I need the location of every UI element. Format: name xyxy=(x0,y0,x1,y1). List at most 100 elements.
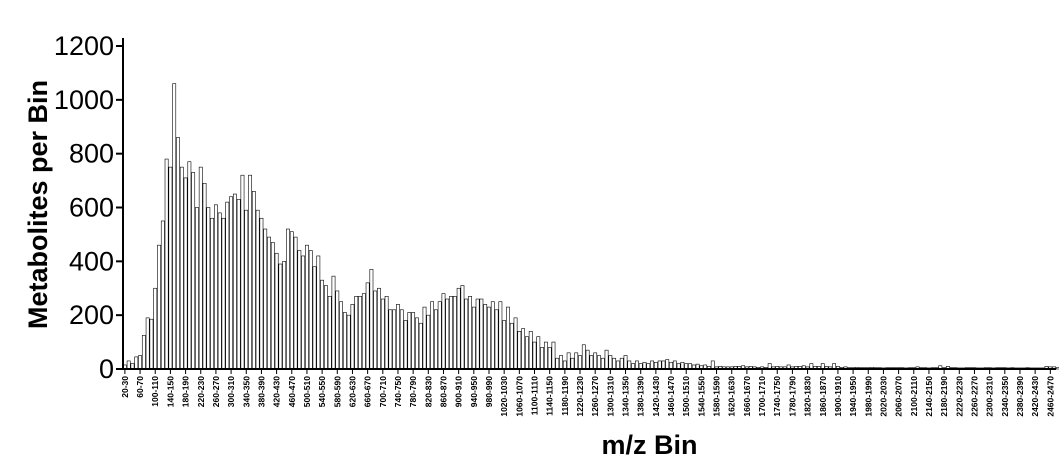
bar xyxy=(274,252,279,370)
bar xyxy=(517,331,522,370)
x-tick-label: 1700-1710 xyxy=(757,376,767,417)
x-tick-label: 2460-2470 xyxy=(1045,376,1055,417)
bar xyxy=(665,359,670,370)
bar xyxy=(650,360,654,370)
x-tick-label: 900-910 xyxy=(454,376,464,407)
bar xyxy=(316,255,321,370)
bar xyxy=(437,301,442,370)
x-axis-title: m/z Bin xyxy=(601,430,697,460)
bar xyxy=(415,317,419,370)
bar xyxy=(680,361,685,370)
bar xyxy=(214,204,218,370)
bar xyxy=(187,161,192,370)
bar xyxy=(335,290,340,370)
bar xyxy=(600,357,605,370)
x-tick-label: 860-870 xyxy=(438,376,448,407)
bar xyxy=(710,360,715,370)
bar xyxy=(229,196,233,370)
bar xyxy=(475,298,480,370)
x-tick-label: 1980-1990 xyxy=(863,376,873,417)
x-tick-label: 2140-2150 xyxy=(924,376,934,417)
x-tick-label: 1220-1230 xyxy=(575,376,585,417)
x-tick-label: 780-790 xyxy=(408,376,418,407)
bar xyxy=(236,199,241,370)
x-tick-label: 1340-1350 xyxy=(621,376,631,417)
bar xyxy=(619,357,624,370)
bar xyxy=(164,158,169,370)
x-tick-label: 2260-2270 xyxy=(969,376,979,417)
x-tick-label: 2100-2110 xyxy=(909,376,919,416)
x-tick-label: 1300-1310 xyxy=(605,376,615,417)
bar xyxy=(661,360,666,370)
x-tick-label: 220-230 xyxy=(196,376,206,407)
x-tick-label: 20-30 xyxy=(120,376,130,398)
bar xyxy=(578,355,582,370)
bar xyxy=(373,290,378,370)
bar xyxy=(464,298,469,370)
bar xyxy=(138,355,142,370)
bar xyxy=(449,296,453,370)
x-tick-label: 1620-1630 xyxy=(727,376,737,417)
x-tick-label: 1060-1070 xyxy=(514,376,524,417)
bar xyxy=(608,355,613,370)
bar xyxy=(232,193,237,370)
bar xyxy=(597,355,601,370)
bar xyxy=(441,293,446,370)
x-tick-label: 2220-2230 xyxy=(954,376,964,417)
bar xyxy=(248,174,252,370)
bar xyxy=(616,360,620,370)
bar xyxy=(490,301,495,370)
bar xyxy=(642,361,647,370)
bar xyxy=(532,341,537,370)
bar xyxy=(312,266,317,370)
x-tick-label: 100-110 xyxy=(150,376,160,407)
bar xyxy=(540,347,544,370)
bar xyxy=(521,328,526,370)
bar xyxy=(559,355,563,370)
bar xyxy=(324,285,328,370)
bar xyxy=(604,349,609,370)
bar xyxy=(506,306,510,370)
bar xyxy=(468,296,472,370)
x-tick-label: 1940-1950 xyxy=(848,376,858,417)
bar xyxy=(672,360,677,370)
bar xyxy=(244,209,249,370)
bar xyxy=(149,318,154,370)
bar xyxy=(471,306,476,370)
bar xyxy=(263,228,268,370)
x-tick-label: 1500-1510 xyxy=(681,376,691,417)
x-tick-label: 1820-1830 xyxy=(803,376,813,417)
bar xyxy=(195,207,199,370)
bar xyxy=(566,352,571,370)
bar xyxy=(365,282,370,370)
x-tick-label: 980-990 xyxy=(484,376,494,407)
bar xyxy=(134,356,139,370)
bar xyxy=(202,182,207,370)
bar xyxy=(278,263,283,370)
bar xyxy=(392,309,397,370)
bar xyxy=(570,357,575,370)
x-tick-label: 2340-2350 xyxy=(1000,376,1010,417)
y-tick-label: 1200 xyxy=(54,31,114,61)
bar xyxy=(293,236,298,370)
bar xyxy=(270,242,275,370)
bar xyxy=(452,296,457,370)
bar xyxy=(308,250,313,370)
x-tick-label: 700-710 xyxy=(378,376,388,407)
bar xyxy=(585,349,590,370)
x-tick-label: 380-390 xyxy=(256,376,266,407)
x-tick-label: 1900-1910 xyxy=(833,376,843,417)
bar xyxy=(433,309,438,370)
bar xyxy=(543,341,548,370)
bar xyxy=(498,301,503,370)
bar xyxy=(331,275,336,370)
x-tick-label: 620-630 xyxy=(347,376,357,407)
bar xyxy=(384,296,389,370)
x-tick-label: 300-310 xyxy=(226,376,236,407)
bar xyxy=(350,304,355,370)
bar xyxy=(126,360,131,370)
x-tick-label: 1100-1110 xyxy=(530,376,540,416)
x-tick-label: 820-830 xyxy=(423,376,433,407)
x-tick-label: 2380-2390 xyxy=(1015,376,1025,417)
